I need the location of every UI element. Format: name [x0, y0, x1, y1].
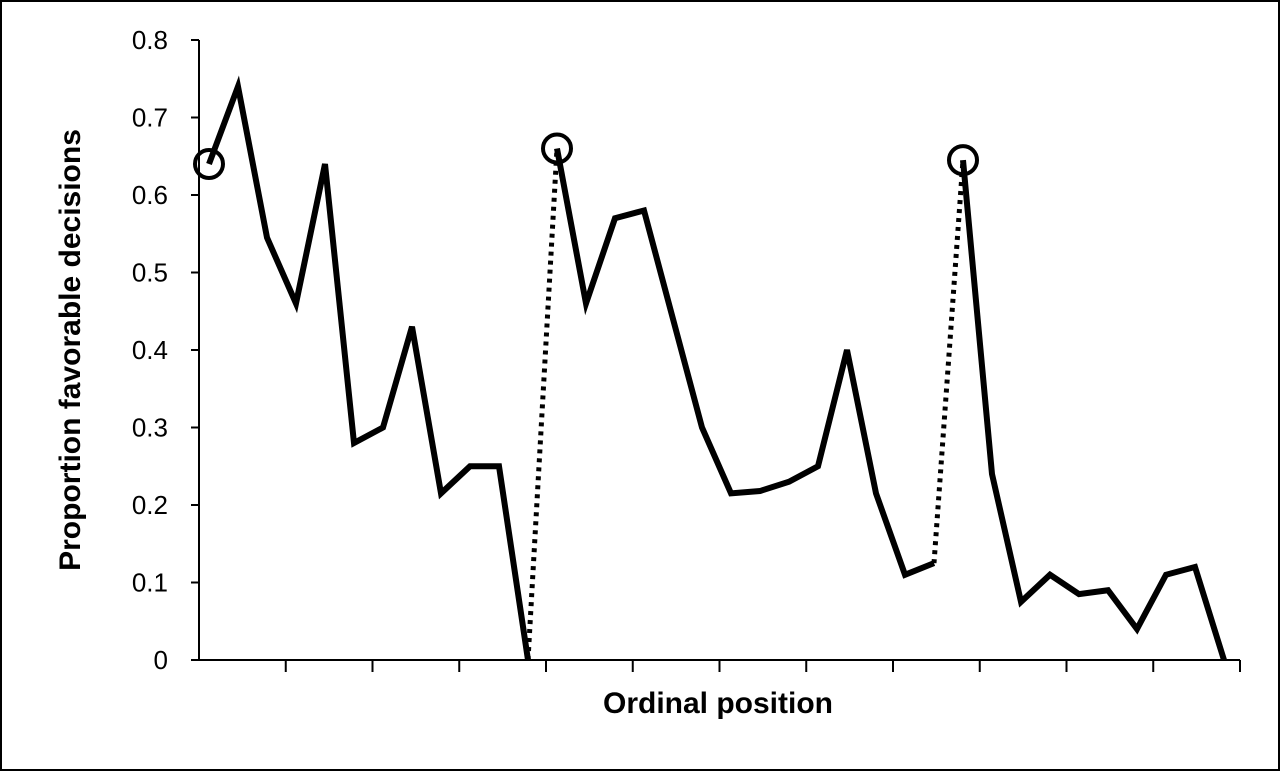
- series-line-session-3: [960, 159, 1227, 661]
- y-tick-label: 0.8: [132, 25, 168, 55]
- session-start-circle: [947, 144, 979, 177]
- y-axis-title: Proportion favorable decisions: [54, 129, 87, 571]
- y-tick-label: 0.4: [132, 335, 168, 365]
- y-tick-label: 0.6: [132, 180, 168, 210]
- y-axis-ticks: 0 0.1 0.2 0.3 0.4 0.5 0.6 0.7 0.8: [132, 25, 199, 675]
- x-axis-ticks: [284, 660, 1241, 672]
- x-axis-title: Ordinal position: [603, 687, 833, 720]
- y-tick-label: 0.1: [132, 568, 168, 598]
- dotted-connectors: [525, 148, 966, 661]
- y-tick-label: 0.2: [132, 490, 168, 520]
- series-line-session-1: [206, 75, 531, 661]
- circled-points: [193, 132, 979, 180]
- dotted-connector-line: [931, 159, 966, 564]
- series-line-session-2: [554, 147, 936, 579]
- series-group: [206, 75, 1227, 661]
- session-start-circle: [541, 132, 573, 165]
- y-tick-label: 0.5: [132, 258, 168, 288]
- session-start-circle: [193, 148, 225, 180]
- y-tick-label: 0.7: [132, 103, 168, 133]
- y-tick-label: 0: [154, 645, 168, 675]
- y-tick-label: 0.3: [132, 413, 168, 443]
- dotted-connector-line: [525, 148, 560, 661]
